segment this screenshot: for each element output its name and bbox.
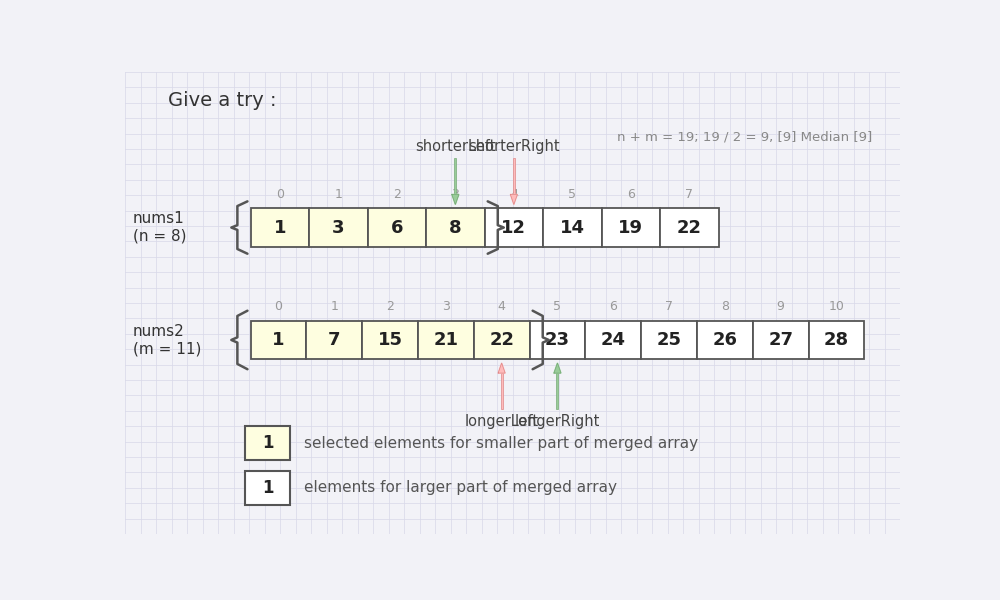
Bar [454,158,456,194]
Bar [602,208,660,247]
Polygon shape [452,194,459,205]
Polygon shape [554,363,561,373]
Text: 28: 28 [824,331,849,349]
Text: 8: 8 [449,218,462,236]
Text: 15: 15 [378,331,403,349]
Text: 1: 1 [272,331,285,349]
Text: 6: 6 [609,300,617,313]
Text: nums2
(m = 11): nums2 (m = 11) [133,324,201,356]
Bar [753,321,809,359]
Text: Give a try :: Give a try : [168,91,276,110]
Bar [309,208,368,247]
Polygon shape [498,363,505,373]
Bar [306,321,362,359]
Bar [474,321,530,359]
Text: 7: 7 [328,331,340,349]
Text: 1: 1 [262,434,273,452]
Text: selected elements for smaller part of merged array: selected elements for smaller part of me… [304,436,698,451]
Text: 24: 24 [601,331,626,349]
Text: n + m = 19; 19 / 2 = 9, [9] Median [9]: n + m = 19; 19 / 2 = 9, [9] Median [9] [617,131,872,144]
Text: 2: 2 [393,188,401,200]
Bar [556,373,558,409]
Text: 4: 4 [510,188,518,200]
Text: 1: 1 [262,479,273,497]
Bar [501,373,503,409]
Text: 5: 5 [553,300,561,313]
Text: shorterLeft: shorterLeft [415,139,496,154]
Text: 27: 27 [768,331,793,349]
Text: 7: 7 [685,188,693,200]
Text: 22: 22 [489,331,514,349]
Text: 10: 10 [829,300,844,313]
Text: 2: 2 [386,300,394,313]
Polygon shape [510,194,517,205]
Bar [418,321,474,359]
Bar [585,321,641,359]
Text: 8: 8 [721,300,729,313]
Text: elements for larger part of merged array: elements for larger part of merged array [304,480,617,496]
Text: 4: 4 [498,300,506,313]
Bar [245,426,290,460]
Bar [251,321,306,359]
Text: 26: 26 [712,331,737,349]
Text: 3: 3 [332,218,345,236]
Text: 9: 9 [777,300,785,313]
Bar [513,158,515,194]
Bar [809,321,864,359]
Text: 25: 25 [657,331,682,349]
Bar [245,471,290,505]
Text: 12: 12 [501,218,526,236]
Text: shorterRight: shorterRight [468,139,560,154]
Bar [660,208,719,247]
Text: 22: 22 [677,218,702,236]
Text: 0: 0 [276,188,284,200]
Text: 0: 0 [274,300,282,313]
Bar [530,321,585,359]
Bar [251,208,309,247]
Text: 1: 1 [274,218,286,236]
Bar [641,321,697,359]
Text: 21: 21 [433,331,458,349]
Text: nums1
(n = 8): nums1 (n = 8) [133,211,186,244]
Text: 1: 1 [334,188,342,200]
Text: 23: 23 [545,331,570,349]
Text: 6: 6 [627,188,635,200]
Text: 19: 19 [618,218,643,236]
Text: longerLeft: longerLeft [465,414,539,429]
Bar [485,208,543,247]
Bar [543,208,602,247]
Text: 7: 7 [665,300,673,313]
Bar [362,321,418,359]
Text: 3: 3 [451,188,459,200]
Text: 5: 5 [568,188,576,200]
Text: 1: 1 [330,300,338,313]
Text: 6: 6 [391,218,403,236]
Text: 3: 3 [442,300,450,313]
Bar [368,208,426,247]
Text: longerRight: longerRight [515,414,600,429]
Text: 14: 14 [560,218,585,236]
Bar [697,321,753,359]
Bar [426,208,485,247]
